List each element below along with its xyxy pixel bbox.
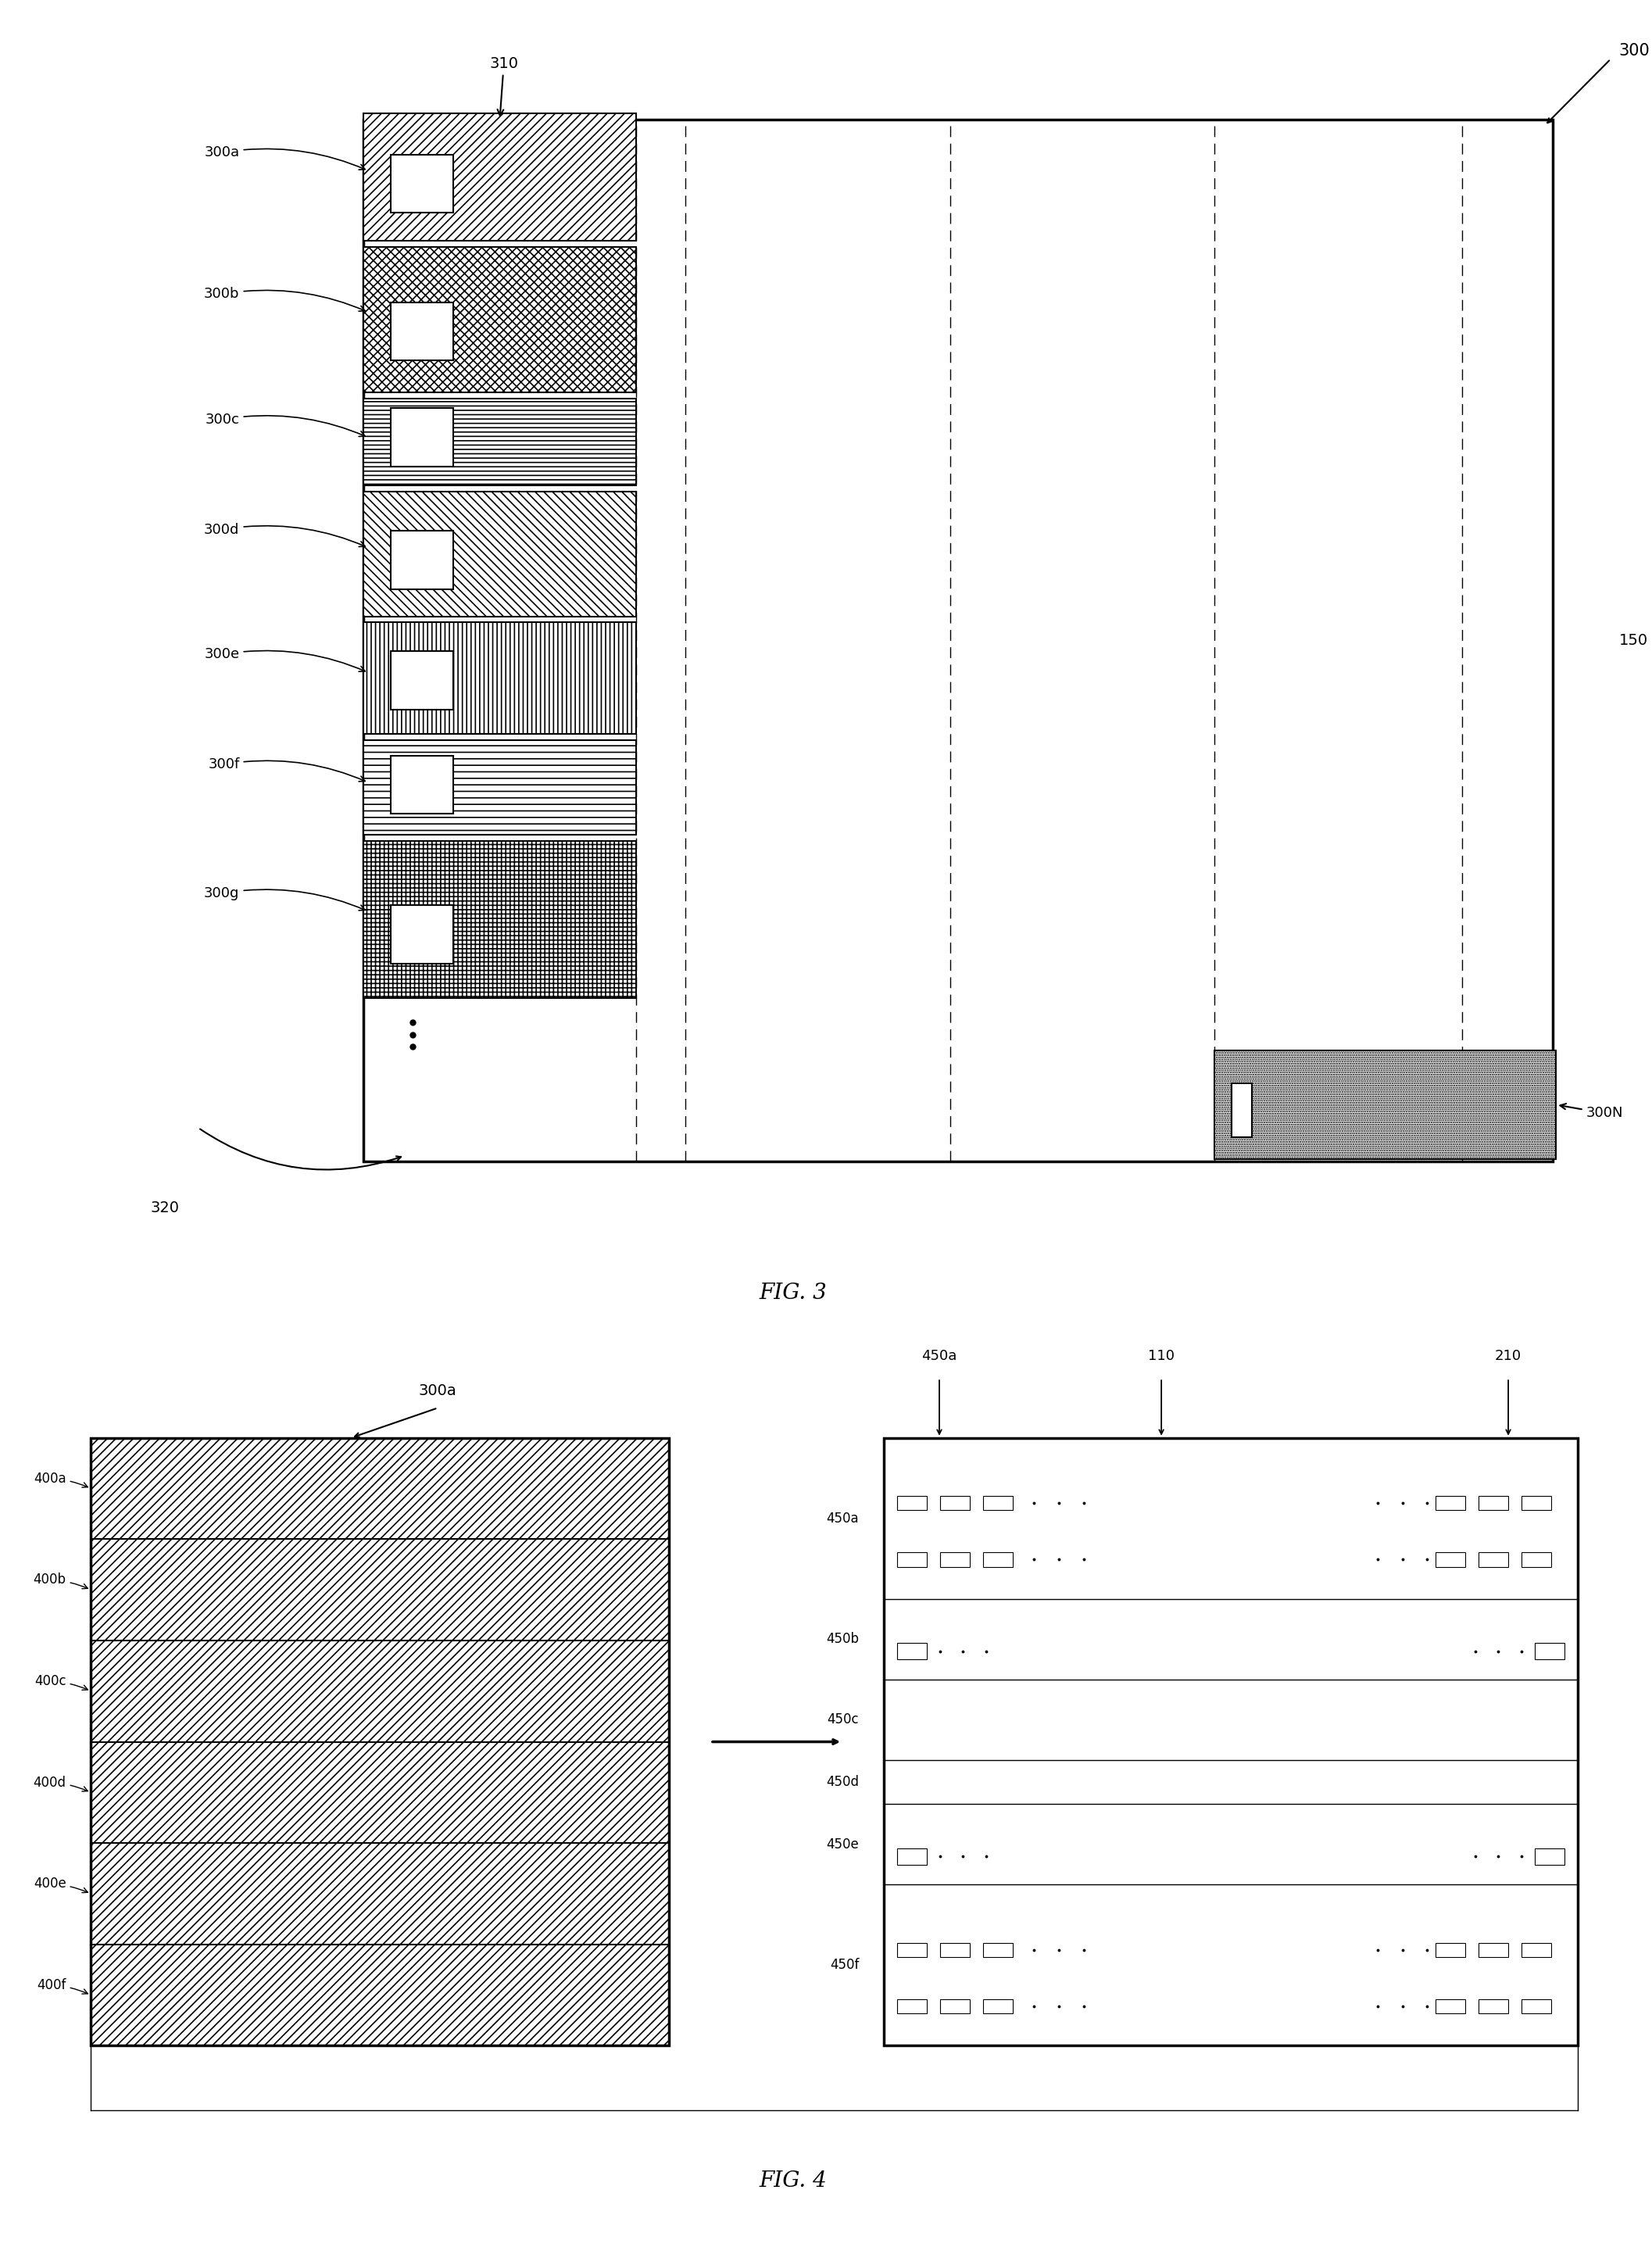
Bar (390, 154, 453, 213)
Bar (91, 1438, 669, 2045)
Bar (1535, 1642, 1564, 1660)
Bar (1535, 1848, 1564, 1864)
Bar (897, 1943, 927, 1957)
Bar (1521, 1552, 1551, 1567)
Text: FIG. 3: FIG. 3 (758, 1282, 828, 1305)
Bar (390, 757, 453, 813)
Text: 400d: 400d (33, 1776, 88, 1792)
Bar (390, 906, 453, 963)
Bar (363, 247, 636, 392)
Text: 300b: 300b (203, 288, 365, 310)
Bar (1214, 1051, 1556, 1160)
Bar (897, 1848, 927, 1864)
Bar (1479, 1552, 1508, 1567)
Text: 300: 300 (1619, 43, 1650, 59)
Bar (940, 2000, 970, 2014)
Bar (1521, 2000, 1551, 2014)
Bar (363, 492, 636, 616)
Bar (983, 1552, 1013, 1567)
Bar (1436, 2000, 1465, 2014)
Bar (1479, 1943, 1508, 1957)
Bar (983, 1495, 1013, 1511)
Text: 300g: 300g (205, 886, 365, 911)
Bar (1231, 1083, 1252, 1137)
Bar (983, 1943, 1013, 1957)
Bar (983, 2000, 1013, 2014)
Bar (390, 652, 453, 709)
Text: 110: 110 (1148, 1350, 1175, 1364)
Text: 210: 210 (1495, 1350, 1521, 1364)
Bar (940, 1943, 970, 1957)
Bar (363, 623, 636, 734)
Bar (363, 120, 1553, 1162)
Bar (390, 408, 453, 467)
Bar (363, 840, 636, 999)
Bar (1521, 1943, 1551, 1957)
Text: 150: 150 (1619, 634, 1649, 648)
Text: 400c: 400c (35, 1674, 88, 1690)
Text: 450b: 450b (826, 1633, 859, 1647)
Bar (884, 1438, 1578, 2045)
Text: FIG. 4: FIG. 4 (758, 2170, 828, 2193)
Bar (940, 1495, 970, 1511)
Bar (897, 1495, 927, 1511)
Text: 300d: 300d (205, 523, 365, 546)
Text: 310: 310 (489, 57, 519, 116)
Bar (363, 741, 636, 834)
Text: 400b: 400b (33, 1572, 88, 1588)
Text: 300f: 300f (208, 757, 365, 781)
Text: 300a: 300a (205, 145, 365, 170)
Bar (1479, 2000, 1508, 2014)
Bar (1436, 1552, 1465, 1567)
Bar (1521, 1495, 1551, 1511)
Bar (940, 1552, 970, 1567)
Text: 300a: 300a (418, 1384, 458, 1398)
Text: 300N: 300N (1559, 1103, 1622, 1121)
Text: 400a: 400a (33, 1472, 88, 1488)
Bar (897, 1552, 927, 1567)
Text: 300e: 300e (205, 648, 365, 670)
Text: 300c: 300c (205, 412, 365, 437)
Text: 450a: 450a (922, 1350, 957, 1364)
Bar (1479, 1495, 1508, 1511)
Bar (897, 1642, 927, 1660)
Text: 400e: 400e (33, 1878, 88, 1894)
Bar (390, 301, 453, 360)
Bar (363, 399, 636, 485)
Bar (1436, 1943, 1465, 1957)
Bar (390, 530, 453, 589)
Bar (897, 2000, 927, 2014)
Text: 450f: 450f (829, 1959, 859, 1973)
Text: 450c: 450c (828, 1712, 859, 1726)
Bar (1436, 1495, 1465, 1511)
Text: 320: 320 (150, 1200, 180, 1216)
Bar (363, 113, 636, 240)
Text: 450d: 450d (826, 1776, 859, 1789)
Text: 450a: 450a (826, 1511, 859, 1524)
Text: 450e: 450e (826, 1837, 859, 1851)
Text: 400f: 400f (36, 1977, 88, 1993)
